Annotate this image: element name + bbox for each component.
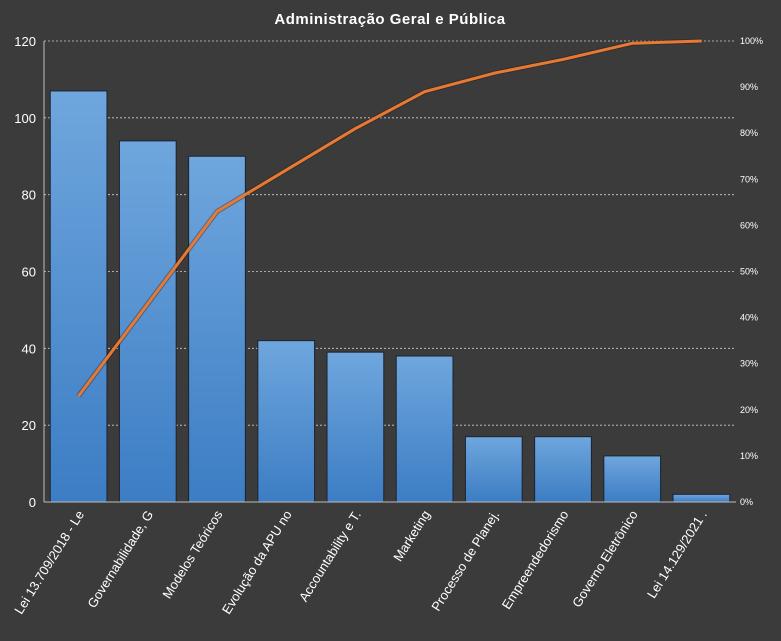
bar [119,141,176,502]
x-tick-label: Lei 13.709/2018 - Le [11,508,87,617]
y2-tick-label: 0% [740,497,753,507]
chart-title: Administração Geral e Pública [274,11,505,28]
x-tick-label: Accountability e T. [296,508,364,605]
x-tick-label: Governo Eletrônico [569,508,641,610]
y-tick-label: 80 [22,188,36,203]
bar [465,437,522,502]
y-tick-label: 40 [22,341,36,356]
y-axis-right: 0% 10% 20% 30% 40% 50% 60% 70% 80% 90% 100% [740,36,763,507]
x-tick-label: Empreendedorismo [499,508,572,612]
bar [535,437,592,502]
bar [604,456,661,502]
y2-tick-label: 60% [740,220,758,230]
y-tick-label: 60 [22,265,36,280]
x-tick-label: Governabilidade, G [84,508,156,611]
bar [189,156,246,502]
x-tick-label: Marketing [390,508,433,564]
y2-tick-label: 70% [740,174,758,184]
y2-tick-label: 80% [740,128,758,138]
y2-tick-label: 10% [740,451,758,461]
x-tick-label: Evolução da APU no [219,508,295,617]
y2-tick-label: 90% [740,82,758,92]
y2-tick-label: 20% [740,405,758,415]
bar [327,352,384,502]
y-tick-label: 100 [14,111,36,126]
y2-tick-label: 30% [740,359,758,369]
y-tick-label: 120 [14,34,36,49]
bar [396,356,453,502]
x-tick-label: Lei 14.129/2021 . [644,508,710,601]
x-tick-label: Modelos Teóricos [159,507,225,601]
x-tick-label: Processo de Planej. [428,508,502,614]
y-axis-left: 0 20 40 60 80 100 120 [14,34,44,510]
y-tick-label: 0 [29,495,36,510]
bar [673,494,730,502]
y2-tick-label: 100% [740,36,763,46]
bar [258,341,315,502]
y-tick-label: 20 [22,418,36,433]
y2-tick-label: 40% [740,313,758,323]
y2-tick-label: 50% [740,267,758,277]
bar [50,91,107,502]
